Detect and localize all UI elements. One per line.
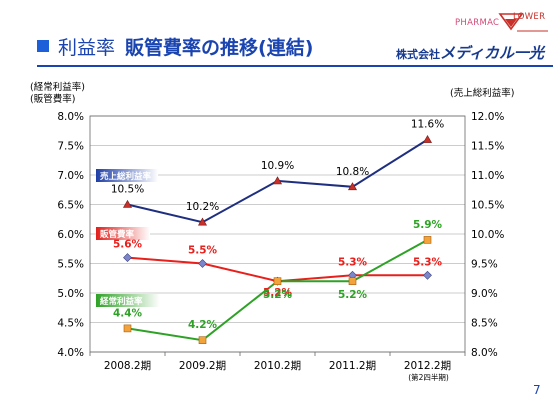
data-labels: 10.5% 10.2% 10.9% 10.8% 11.6% 5.6% 5.5% 5.2% 5.3… [111, 119, 444, 332]
category-label: 2010.2期 [254, 360, 301, 372]
data-label: 11.6% [411, 119, 444, 131]
flower-logo-icon [498, 13, 548, 32]
data-label: 5.3% [413, 256, 443, 268]
data-label: 10.5% [111, 184, 144, 196]
bullet-square-icon [37, 40, 49, 52]
right-tick-label: 8.0% [471, 347, 498, 359]
data-label: 5.9% [413, 219, 443, 231]
category-label: 2011.2期 [329, 360, 376, 372]
series-marker [347, 182, 358, 191]
series-tag-box [96, 227, 150, 240]
series-marker [348, 277, 357, 286]
right-tick-label: 11.0% [471, 170, 504, 182]
left-tick-label: 6.0% [57, 229, 84, 241]
data-label: 4.2% [188, 319, 218, 331]
left-tick-label: 8.0% [57, 111, 84, 123]
category-sub-label: (第2四半期) [408, 372, 449, 382]
slide-title: 利益率 販管費率の推移(連結) [58, 33, 313, 60]
series-marker [423, 270, 432, 280]
series-tag-label: 売上総利益率 [99, 171, 152, 182]
right-tick-label: 10.5% [471, 200, 504, 212]
data-label: 10.9% [261, 160, 294, 172]
data-label: 4.4% [113, 307, 143, 319]
right-tick-label: 12.0% [471, 111, 504, 123]
left-tick-label: 4.5% [57, 318, 84, 330]
series-marker [197, 217, 208, 226]
left-axis-note-line1: (経常利益率) [30, 82, 85, 93]
series-tag-box [96, 294, 160, 307]
header-divider [37, 65, 553, 67]
left-tick-label: 5.5% [57, 259, 84, 271]
series-tag-label: 経常利益率 [100, 296, 143, 307]
plot-frame [89, 115, 466, 353]
left-tick-label: 4.0% [57, 347, 84, 359]
data-label: 10.2% [186, 201, 219, 213]
data-label: 10.8% [336, 166, 369, 178]
chart-axes: 4.0% 8.0% 4.5% 8.5% 5.0% 9.0% 5.5% 9.5% 6.0% 10.0… [57, 111, 504, 382]
left-axis-note: (経常利益率) (販管費率) [30, 82, 85, 106]
series-tag-label: 販管費率 [100, 229, 135, 240]
left-tick-label: 5.0% [57, 288, 84, 300]
right-tick-label: 10.0% [471, 229, 504, 241]
brand-pharmac-text: PHARMAC [455, 18, 500, 28]
data-label: 5.2% [263, 289, 293, 301]
section-label: 利益率 [58, 37, 116, 59]
left-axis-note-line2: (販管費率) [30, 94, 76, 105]
series-marker [272, 176, 283, 185]
category-label: 2012.2期 [404, 360, 451, 372]
brand-flower-text: LOWER [513, 12, 546, 22]
data-label: 5.2% [263, 287, 293, 299]
company-name: メディカル一光 [440, 44, 544, 62]
page-title: 販管費率の推移(連結) [125, 37, 314, 59]
left-tick-label: 7.5% [57, 141, 84, 153]
right-tick-label: 9.5% [471, 259, 498, 271]
slide-header: 利益率 販管費率の推移(連結) PHARMAC LOWER 株式会社メディカル一光 [0, 0, 560, 70]
series-marker [422, 134, 433, 143]
series-marker [123, 324, 132, 333]
left-tick-label: 7.0% [57, 170, 84, 182]
page-number: 7 [533, 383, 541, 397]
series-marker [198, 259, 207, 268]
company-logo: 株式会社メディカル一光 [396, 42, 544, 63]
data-label: 5.5% [188, 245, 218, 257]
right-tick-label: 11.5% [471, 141, 504, 153]
category-label: 2008.2期 [104, 360, 151, 372]
series-marker [123, 253, 132, 263]
series-marker [198, 336, 207, 345]
series-tag-box [96, 169, 158, 182]
data-label: 5.2% [338, 289, 368, 301]
left-tick-label: 6.5% [57, 200, 84, 212]
data-label: 5.6% [113, 239, 143, 251]
series-marker [273, 277, 282, 286]
right-tick-label: 8.5% [471, 318, 498, 330]
right-tick-label: 9.0% [471, 288, 498, 300]
series-marker [423, 236, 432, 244]
data-label: 5.3% [338, 256, 368, 268]
right-axis-note: (売上総利益率) [450, 88, 515, 99]
category-label: 2009.2期 [179, 360, 226, 372]
series-marker [122, 199, 133, 208]
series-markers [122, 134, 433, 345]
company-prefix: 株式会社 [396, 48, 440, 61]
